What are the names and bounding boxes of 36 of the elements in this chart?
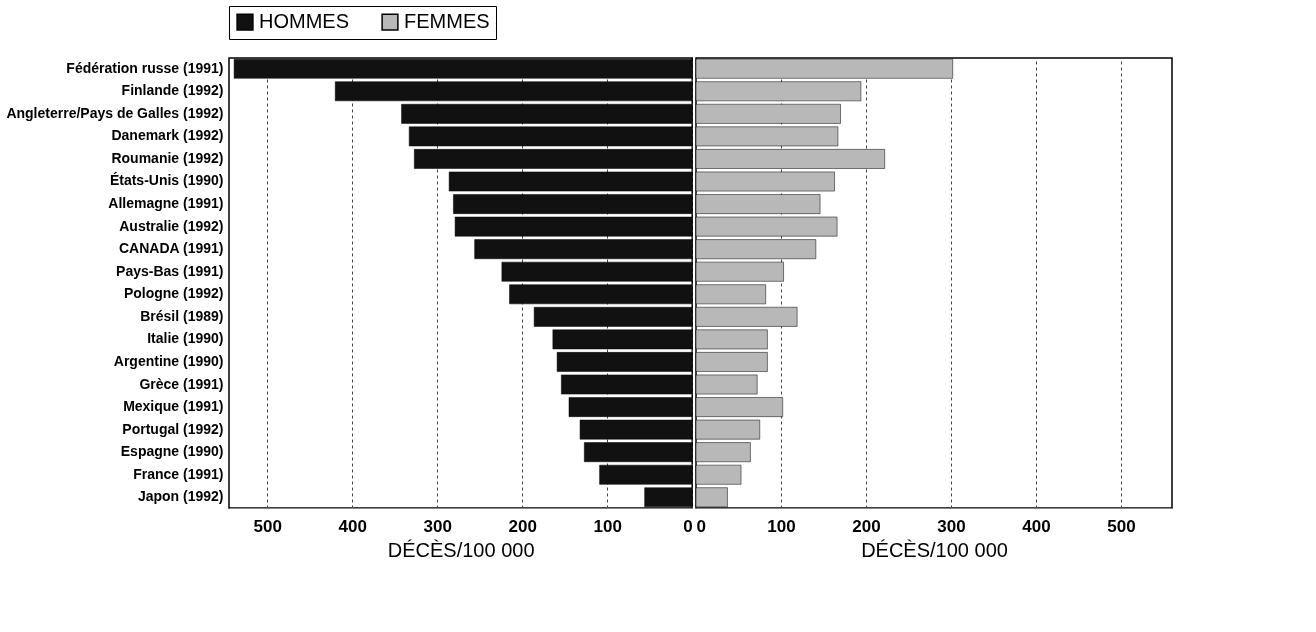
y-tick-label: France (1991) [133,465,224,482]
legend-label: HOMMES [259,10,349,33]
x-axis-title: DÉCÈS/100 000 [861,538,1008,561]
x-tick-label: 500 [1107,516,1136,536]
y-tick-label: Japon (1992) [137,488,224,505]
y-tick-label: Italie (1990) [147,330,224,347]
x-tick-label: 300 [423,516,452,536]
y-tick-label: Finlande (1992) [121,82,224,99]
x-axis-title: DÉCÈS/100 000 [387,538,535,561]
x-tick-label: 400 [1022,516,1051,536]
y-tick-label: États-Unis (1990) [109,172,224,189]
x-tick-label: 200 [852,516,881,536]
y-tick-label: Argentine (1990) [113,352,224,369]
y-tick-label: Portugal (1992) [122,420,224,437]
x-tick-label: 0 [696,516,706,536]
x-tick-label: 100 [767,516,796,536]
y-tick-label: Espagne (1990) [120,443,224,460]
y-tick-label: Danemark (1992) [111,127,224,144]
y-tick-label: Allemagne (1991) [108,195,224,212]
y-tick-label: Pays-Bas (1991) [116,262,224,279]
y-tick-label: CANADA (1991) [118,240,224,257]
y-tick-label: Fédération russe (1991) [66,59,224,76]
x-tick-label: 500 [253,516,282,536]
y-tick-label: Brésil (1989) [140,307,224,324]
x-tick-label: 200 [508,516,537,536]
y-tick-label: Grèce (1991) [139,375,224,392]
x-tick-label: 300 [937,516,966,536]
y-tick-label: Roumanie (1992) [111,149,224,166]
y-tick-label: Angleterre/Pays de Galles (1992) [6,104,224,121]
x-tick-label: 0 [683,516,693,536]
y-tick-label: Australie (1992) [119,217,224,234]
x-tick-label: 100 [593,516,622,536]
x-tick-label: 400 [338,516,367,536]
y-tick-label: Pologne (1992) [123,285,224,302]
legend-label: FEMMES [404,10,490,33]
y-tick-label: Mexique (1991) [123,398,224,415]
